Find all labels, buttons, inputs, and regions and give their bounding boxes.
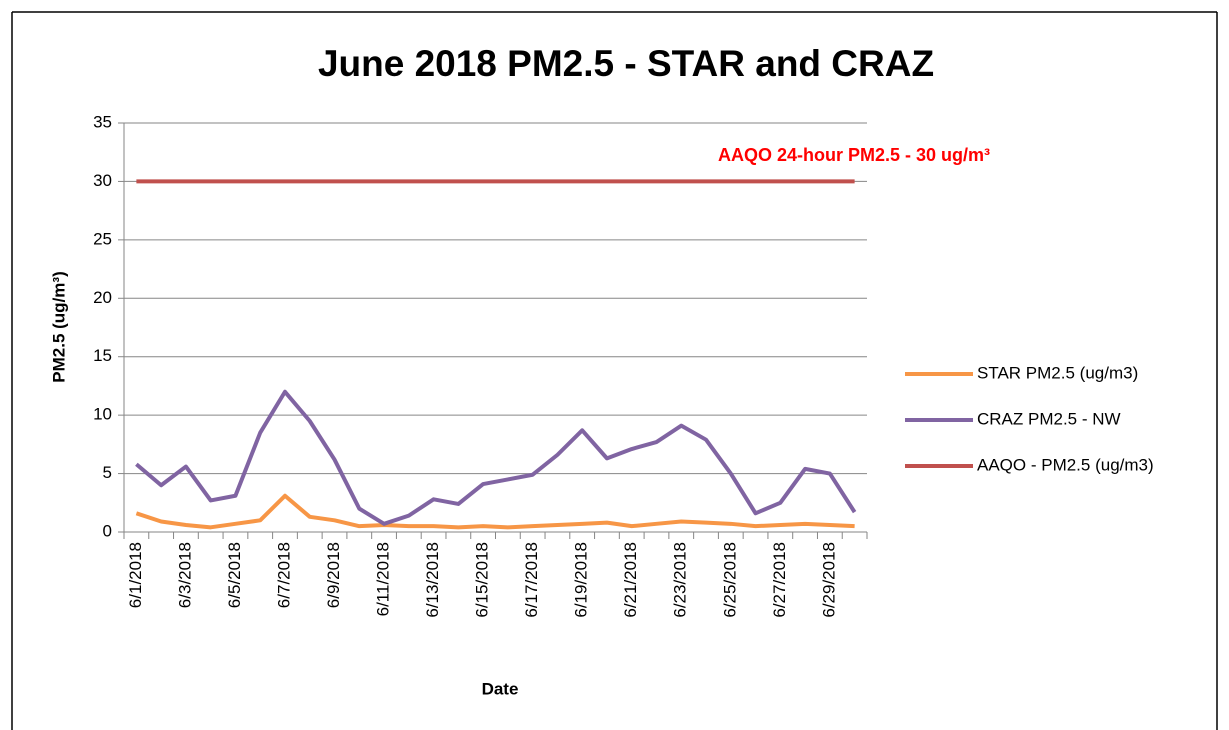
annotation: AAQO 24-hour PM2.5 - 30 ug/m³ [718,145,990,165]
legend-label: STAR PM2.5 (ug/m3) [977,363,1138,382]
x-tick-label: 6/19/2018 [572,542,591,618]
x-tick-label: 6/25/2018 [720,542,739,618]
x-tick-label: 6/9/2018 [324,542,343,608]
y-axis-label: PM2.5 (ug/m³) [49,271,68,382]
x-tick-label: 6/27/2018 [770,542,789,618]
x-tick-label: 6/13/2018 [423,542,442,618]
x-tick-label: 6/1/2018 [126,542,145,608]
chart-title: June 2018 PM2.5 - STAR and CRAZ [318,43,934,84]
y-tick-label: 25 [93,229,112,248]
x-tick-label: 6/3/2018 [175,542,194,608]
y-tick-label: 10 [93,405,112,424]
legend-label: CRAZ PM2.5 - NW [977,409,1121,428]
y-tick-label: 35 [93,112,112,131]
x-tick-label: 6/17/2018 [522,542,541,618]
y-tick-label: 15 [93,346,112,365]
y-tick-label: 5 [103,463,112,482]
x-tick-label: 6/5/2018 [225,542,244,608]
y-tick-label: 30 [93,171,112,190]
legend-label: AAQO - PM2.5 (ug/m3) [977,455,1154,474]
series-line [135,493,855,530]
x-axis-label: Date [482,679,519,698]
x-tick-label: 6/23/2018 [671,542,690,618]
x-tick-label: 6/7/2018 [274,542,293,608]
y-tick-label: 20 [93,288,112,307]
x-tick-label: 6/11/2018 [374,542,393,616]
x-tick-label: 6/15/2018 [473,542,492,618]
x-tick-label: 6/21/2018 [621,542,640,618]
y-tick-label: 0 [103,521,112,540]
x-tick-label: 6/29/2018 [819,542,838,618]
series-line [135,389,857,526]
